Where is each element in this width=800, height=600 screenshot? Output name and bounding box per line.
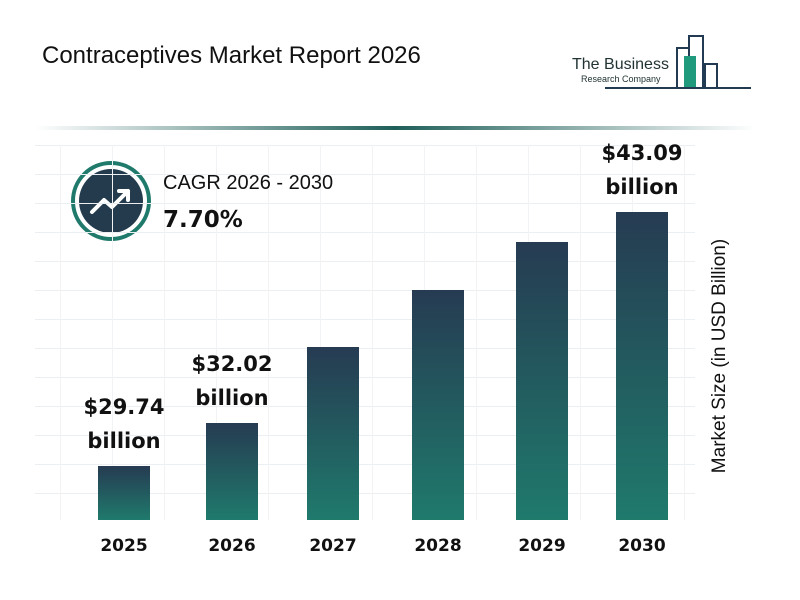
grid-line: [35, 435, 695, 436]
cagr-icon: [71, 161, 151, 241]
bar: [616, 212, 668, 520]
grid-line: [580, 145, 581, 520]
grid-line: [476, 145, 477, 520]
grid-line: [35, 232, 695, 233]
bar: [307, 346, 359, 520]
bar: [206, 422, 258, 520]
logo-subtext: Research Company: [581, 74, 661, 84]
logo-graphic: [605, 35, 751, 89]
cagr-value: 7.70%: [163, 207, 243, 233]
value-label: $32.02 billion: [191, 351, 273, 410]
grid-line: [268, 145, 269, 520]
divider: [35, 126, 755, 130]
y-axis-label: Market Size (in USD Billion): [709, 238, 730, 474]
value-label: $43.09 billion: [601, 141, 683, 199]
grid-line: [35, 464, 695, 465]
grid-line: [35, 203, 695, 204]
grid-line: [35, 406, 695, 407]
x-tick-label: 2025: [100, 536, 148, 556]
grid-line: [164, 145, 165, 520]
cagr-label: CAGR 2026 - 2030: [163, 172, 334, 194]
grid-line: [60, 145, 61, 520]
x-tick-label: 2027: [309, 536, 357, 556]
grid-line: [35, 319, 695, 320]
grid-line: [35, 348, 695, 349]
grid-line: [35, 493, 695, 494]
value-label: $29.74 billion: [83, 395, 165, 453]
bar: [98, 466, 150, 520]
grid-line: [216, 145, 217, 520]
grid-line: [372, 145, 373, 520]
x-tick-label: 2029: [518, 536, 566, 556]
grid-line: [35, 174, 695, 175]
x-tick-label: 2026: [208, 536, 256, 556]
grid-line: [35, 145, 695, 146]
grid-line: [35, 290, 695, 291]
grid-line: [35, 261, 695, 262]
x-tick-label: 2030: [618, 536, 666, 556]
bar: [412, 289, 464, 520]
logo-text: The Business: [572, 56, 669, 73]
x-tick-label: 2028: [414, 536, 462, 556]
grid-line: [35, 377, 695, 378]
chart-title: Contraceptives Market Report 2026: [42, 42, 421, 69]
grid-line: [320, 145, 321, 520]
bar: [516, 242, 568, 520]
grid-line: [112, 145, 113, 520]
grid-line: [684, 145, 685, 520]
